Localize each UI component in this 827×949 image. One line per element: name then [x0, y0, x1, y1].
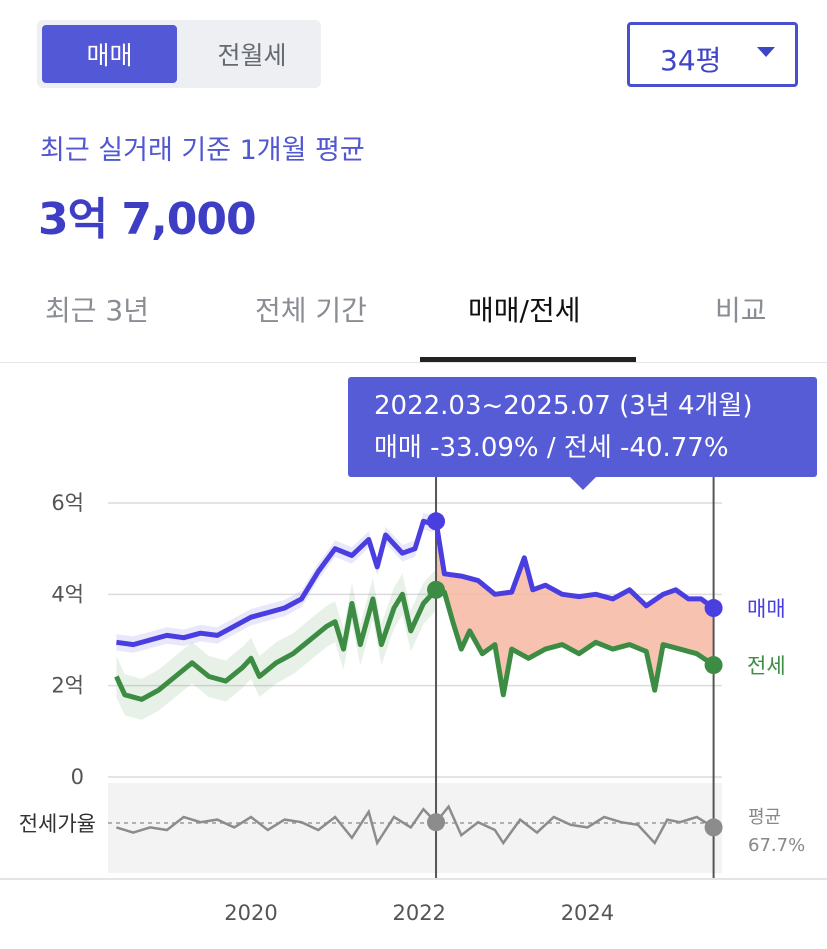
ratio-label: 전세가율 — [19, 812, 96, 836]
tab-all-period[interactable]: 전체 기간 — [255, 294, 367, 327]
sale-range-band — [116, 513, 437, 653]
ratio-avg-value: 67.7% — [748, 835, 805, 856]
ratio-avg-label: 평균 — [748, 807, 781, 828]
sale-end-marker — [704, 599, 723, 618]
tab-recent-3y[interactable]: 최근 3년 — [45, 294, 149, 327]
tooltip-change: 매매 -33.09% / 전세 -40.77% — [374, 433, 729, 463]
active-tab-indicator — [420, 357, 636, 362]
y-tick-label: 6억 — [51, 491, 84, 515]
average-price: 3억 7,000 — [38, 194, 257, 245]
y-tick-label: 0 — [71, 765, 84, 789]
sale-start-marker — [427, 512, 446, 531]
tab-compare[interactable]: 비교 — [715, 294, 767, 327]
tab-divider — [0, 362, 827, 363]
size-select-value: 34평 — [660, 44, 722, 77]
y-tick-label: 2억 — [51, 674, 84, 698]
jeonse-end-marker — [704, 656, 723, 675]
deal-type-toggle: 매매 전월세 — [37, 20, 321, 88]
x-tick-label: 2024 — [561, 901, 614, 925]
ratio-marker — [704, 818, 723, 837]
x-tick-label: 2022 — [392, 901, 445, 925]
y-tick-label: 4억 — [51, 582, 84, 606]
ratio-series-line — [116, 804, 715, 847]
ratio-band — [108, 783, 722, 873]
jeonse-start-marker — [427, 580, 446, 599]
ratio-marker — [427, 813, 446, 832]
tooltip-arrow — [569, 476, 597, 490]
x-tick-label: 2020 — [224, 901, 277, 925]
price-basis-label: 최근 실거래 기준 1개월 평균 — [40, 135, 365, 166]
range-tooltip: 2022.03~2025.07 (3년 4개월) 매매 -33.09% / 전세… — [348, 377, 817, 477]
period-tabs: 최근 3년 전체 기간 매매/전세 비교 — [0, 275, 827, 365]
sale-toggle-button[interactable]: 매매 — [42, 25, 177, 83]
tab-sale-jeonse[interactable]: 매매/전세 — [468, 294, 581, 327]
tooltip-period: 2022.03~2025.07 (3년 4개월) — [374, 391, 753, 421]
jeonse-range-band — [116, 569, 437, 720]
jeonse-series-line — [114, 587, 716, 702]
difference-area — [436, 521, 714, 695]
size-select[interactable]: 34평 — [627, 22, 798, 87]
chevron-down-icon — [757, 47, 775, 57]
jeonse-series-label: 전세 — [747, 654, 786, 678]
rent-toggle-button[interactable]: 전월세 — [217, 41, 287, 70]
sale-series-label: 매매 — [747, 597, 786, 621]
